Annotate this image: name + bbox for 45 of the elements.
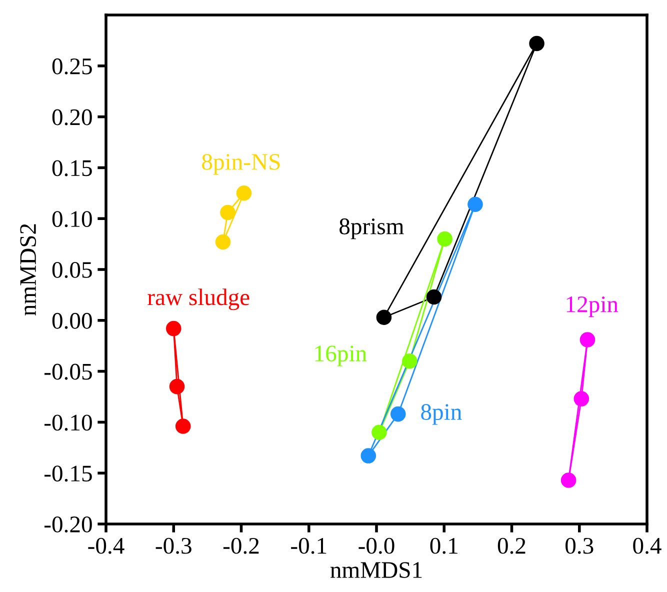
point [529, 36, 544, 52]
point [402, 353, 418, 369]
text: 8prism [340, 218, 404, 240]
x-tick-label: 0.4 [633, 538, 662, 554]
x-tick-label: 0.1 [430, 538, 458, 554]
point [560, 472, 576, 488]
point [580, 332, 596, 348]
x-tick-label: 0.3 [566, 538, 594, 554]
x-tick-label: 0.2 [498, 538, 526, 554]
y-tick-label: 0.05 [52, 262, 92, 278]
point [468, 196, 483, 212]
y-tick-label: -0.05 [44, 364, 92, 380]
point [426, 289, 442, 305]
series-label: raw sludge [148, 288, 250, 310]
x-tick-label: -0.0 [358, 538, 394, 554]
y-tick-label: 0.10 [52, 211, 92, 228]
series-label: 16pin [315, 346, 367, 366]
x-axis-title: nmMDS1 [330, 562, 422, 578]
point [360, 448, 376, 464]
x-tick-label: -0.4 [88, 538, 124, 554]
y-axis-title: nmMDS2 [20, 224, 36, 316]
x-tick-label: -0.1 [291, 538, 326, 554]
point [166, 320, 182, 336]
y-tick-label: 0.00 [52, 312, 92, 329]
point [169, 378, 185, 394]
series-label: 12pin [566, 296, 618, 318]
point [215, 234, 231, 250]
point [376, 310, 392, 325]
y-tick-label: -0.20 [44, 516, 92, 533]
x-tick-label: -0.2 [223, 538, 259, 554]
y-tick-label: -0.15 [44, 466, 92, 482]
point [390, 406, 406, 422]
series-label: 8pin [421, 404, 462, 425]
point [372, 424, 387, 440]
y-tick-label: 0.15 [52, 160, 92, 176]
series-label: 8pin-NS [202, 154, 280, 175]
y-tick-label: 0.20 [52, 109, 92, 126]
x-tick-label: -0.3 [156, 538, 192, 554]
point [437, 231, 452, 247]
point [220, 204, 236, 220]
y-tick-label: -0.10 [44, 414, 92, 431]
point [175, 418, 191, 434]
point [574, 391, 590, 406]
point [236, 186, 252, 201]
y-tick-label: 0.25 [52, 58, 92, 74]
